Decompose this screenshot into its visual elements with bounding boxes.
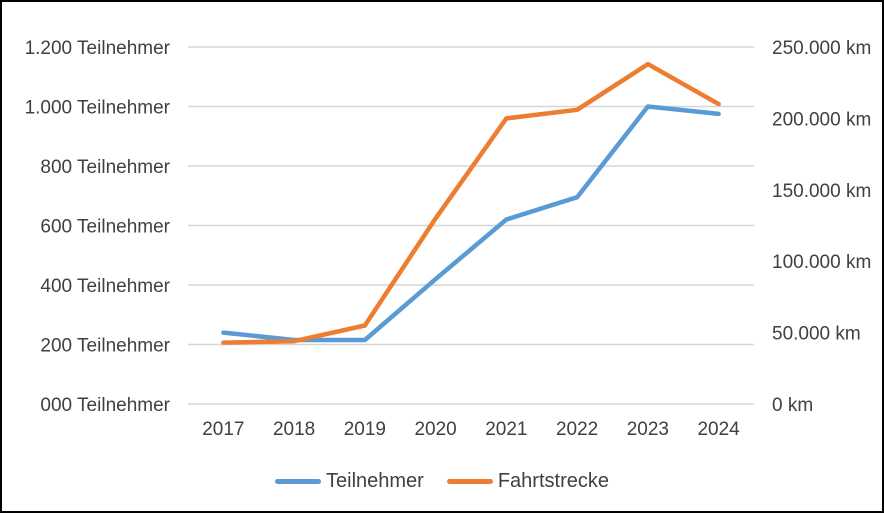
y-axis-right-tick-label: 100.000 km xyxy=(772,252,871,273)
y-axis-left-tick-label: 1.200 Teilnehmer xyxy=(25,38,171,59)
legend-swatch-fahrtstrecke xyxy=(446,478,493,484)
y-axis-left-tick-label: 600 Teilnehmer xyxy=(40,217,170,238)
series-line-fahrtstrecke xyxy=(221,61,721,345)
series-line-teilnehmer xyxy=(221,104,721,343)
legend-swatch-teilnehmer xyxy=(275,478,321,484)
legend-label-fahrtstrecke: Fahrtstrecke xyxy=(497,469,609,492)
y-axis-left-tick-label: 200 Teilnehmer xyxy=(40,336,170,357)
y-axis-right-tick-label: 50.000 km xyxy=(772,324,861,345)
x-axis-tick-label: 2021 xyxy=(485,419,527,440)
legend-label-teilnehmer: Teilnehmer xyxy=(326,469,424,492)
y-axis-left-tick-label: 400 Teilnehmer xyxy=(40,276,170,297)
y-axis-right-tick-label: 200.000 km xyxy=(772,109,871,130)
x-axis-tick-label: 2024 xyxy=(697,419,740,440)
y-axis-left-tick-label: 1.000 Teilnehmer xyxy=(25,98,171,119)
y-axis-right-tick-label: 250.000 km xyxy=(772,38,871,59)
y-axis-left-tick-label: 000 Teilnehmer xyxy=(40,395,170,416)
y-axis-right-tick-label: 0 km xyxy=(772,395,813,416)
x-axis-tick-label: 2023 xyxy=(627,419,669,440)
chart-legend: Teilnehmer Fahrtstrecke xyxy=(2,468,882,494)
legend-item-fahrtstrecke: Fahrtstrecke xyxy=(446,469,609,493)
legend-item-teilnehmer: Teilnehmer xyxy=(275,470,424,493)
x-axis-tick-label: 2019 xyxy=(344,419,386,440)
x-axis-tick-label: 2017 xyxy=(202,419,244,440)
x-axis-tick-label: 2022 xyxy=(556,419,598,440)
x-axis-tick-label: 2020 xyxy=(414,419,456,440)
y-axis-left-tick-label: 800 Teilnehmer xyxy=(40,157,170,178)
x-axis-tick-label: 2018 xyxy=(273,419,315,440)
y-axis-right-tick-label: 150.000 km xyxy=(772,181,871,202)
